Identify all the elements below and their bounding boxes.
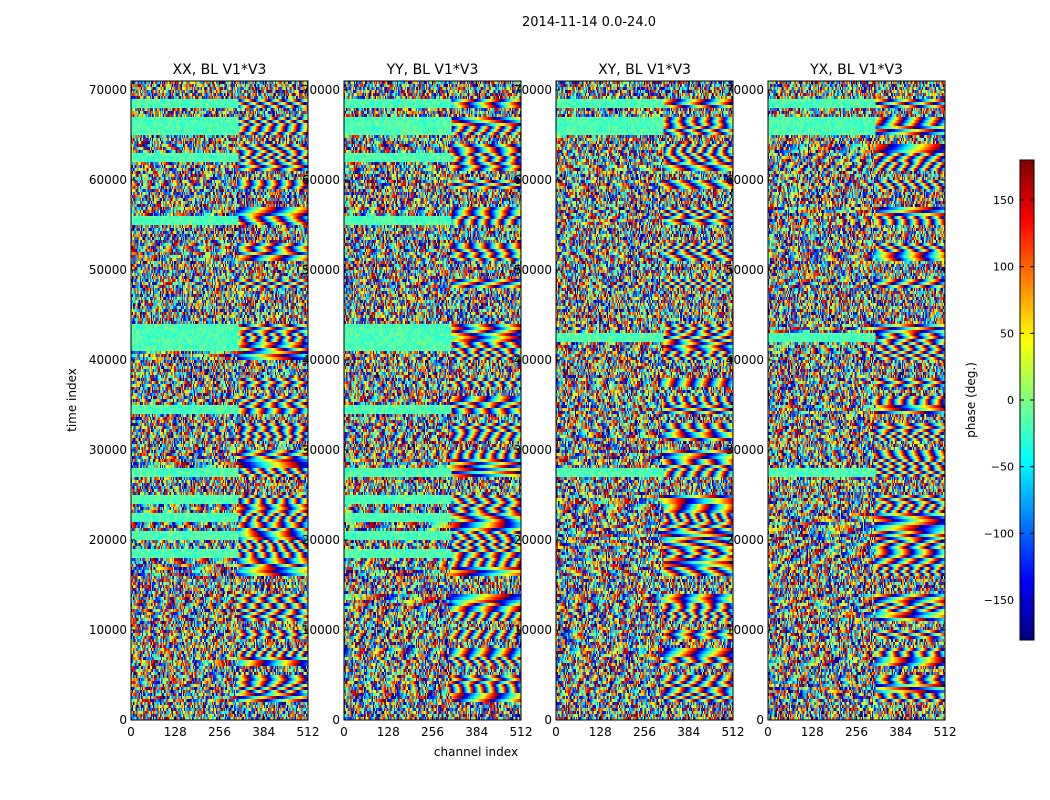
y-tick-label: 10000 <box>514 623 552 637</box>
y-tick-label: 30000 <box>514 443 552 457</box>
colorbar-ticks: 150 100 50 0 −50 −100 −150 <box>984 194 1034 607</box>
panel-title: XX, BL V1*V3 <box>173 62 267 78</box>
y-tick-label: 60000 <box>726 173 764 187</box>
y-tick-label: 10000 <box>89 623 127 637</box>
figure-suptitle: 2014-11-14 0.0-24.0 <box>522 15 656 30</box>
y-tick-label: 70000 <box>89 83 127 97</box>
y-tick-label: 30000 <box>302 443 340 457</box>
heatmap-image <box>768 81 945 720</box>
heatmap-panel-4: YX, BL V1*V3 0 128 256 384 512 0 10000 20000 3000… <box>726 62 957 739</box>
y-tick-label: 10000 <box>302 623 340 637</box>
y-tick-label: 40000 <box>302 353 340 367</box>
heatmap-image <box>556 81 733 720</box>
y-tick-label: 50000 <box>514 263 552 277</box>
y-tick-label: 60000 <box>302 173 340 187</box>
x-tick-label: 384 <box>252 725 275 739</box>
y-axis-label: time index <box>65 368 79 432</box>
y-tick-label: 50000 <box>302 263 340 277</box>
x-tick-label: 128 <box>377 725 400 739</box>
heatmap-panels: XX, BL V1*V3 0 128 256 384 512 0 10000 20000 3000… <box>89 62 957 739</box>
x-tick-label: 128 <box>801 725 824 739</box>
y-tick-label: 40000 <box>89 353 127 367</box>
x-tick-label: 512 <box>722 725 745 739</box>
y-tick-label: 40000 <box>726 353 764 367</box>
x-tick-label: 256 <box>633 725 656 739</box>
colorbar-tick-label: −150 <box>984 594 1014 607</box>
y-tick-label: 0 <box>119 713 127 727</box>
y-tick-label: 20000 <box>302 533 340 547</box>
y-tick-label: 30000 <box>726 443 764 457</box>
y-tick-label: 0 <box>544 713 552 727</box>
x-tick-label: 512 <box>934 725 957 739</box>
x-tick-label: 384 <box>889 725 912 739</box>
x-tick-label: 256 <box>208 725 231 739</box>
x-tick-label: 0 <box>764 725 772 739</box>
heatmap-panel-3: XY, BL V1*V3 0 128 256 384 512 0 10000 20000 3000… <box>514 62 745 739</box>
x-tick-label: 384 <box>465 725 488 739</box>
x-tick-label: 384 <box>677 725 700 739</box>
y-tick-label: 30000 <box>89 443 127 457</box>
heatmap-panel-1: XX, BL V1*V3 0 128 256 384 512 0 10000 20000 3000… <box>89 62 320 739</box>
y-tick-label: 50000 <box>89 263 127 277</box>
y-tick-label: 20000 <box>514 533 552 547</box>
y-tick-label: 10000 <box>726 623 764 637</box>
colorbar: 150 100 50 0 −50 −100 −150 phase (deg.) <box>964 159 1035 641</box>
colorbar-tick-label: −100 <box>984 527 1014 540</box>
x-tick-label: 128 <box>164 725 187 739</box>
y-tick-label: 40000 <box>514 353 552 367</box>
y-tick-label: 60000 <box>514 173 552 187</box>
heatmap-image <box>344 81 521 720</box>
x-tick-label: 0 <box>552 725 560 739</box>
x-tick-label: 512 <box>510 725 533 739</box>
x-tick-label: 256 <box>845 725 868 739</box>
colorbar-label: phase (deg.) <box>964 362 978 438</box>
x-tick-label: 256 <box>421 725 444 739</box>
panel-title: XY, BL V1*V3 <box>598 62 691 78</box>
y-tick-label: 20000 <box>89 533 127 547</box>
y-tick-label: 70000 <box>514 83 552 97</box>
x-tick-label: 0 <box>127 725 135 739</box>
y-tick-label: 70000 <box>302 83 340 97</box>
y-tick-label: 50000 <box>726 263 764 277</box>
x-tick-label: 128 <box>589 725 612 739</box>
colorbar-tick-label: 100 <box>993 261 1014 274</box>
x-tick-label: 512 <box>297 725 320 739</box>
heatmap-image <box>131 81 308 720</box>
heatmap-panel-2: YY, BL V1*V3 0 128 256 384 512 0 10000 20000 3000… <box>302 62 533 739</box>
colorbar-tick-label: 150 <box>993 194 1014 207</box>
colorbar-tick-label: 0 <box>1007 394 1014 407</box>
colorbar-tick-label: −50 <box>991 461 1014 474</box>
colorbar-tick-label: 50 <box>1000 327 1014 340</box>
panel-title: YX, BL V1*V3 <box>809 62 903 78</box>
y-tick-label: 70000 <box>726 83 764 97</box>
y-tick-label: 0 <box>756 713 764 727</box>
y-tick-label: 20000 <box>726 533 764 547</box>
x-tick-label: 0 <box>340 725 348 739</box>
x-axis-label: channel index <box>434 745 518 759</box>
panel-title: YY, BL V1*V3 <box>386 62 479 78</box>
y-tick-label: 0 <box>332 713 340 727</box>
y-tick-label: 60000 <box>89 173 127 187</box>
